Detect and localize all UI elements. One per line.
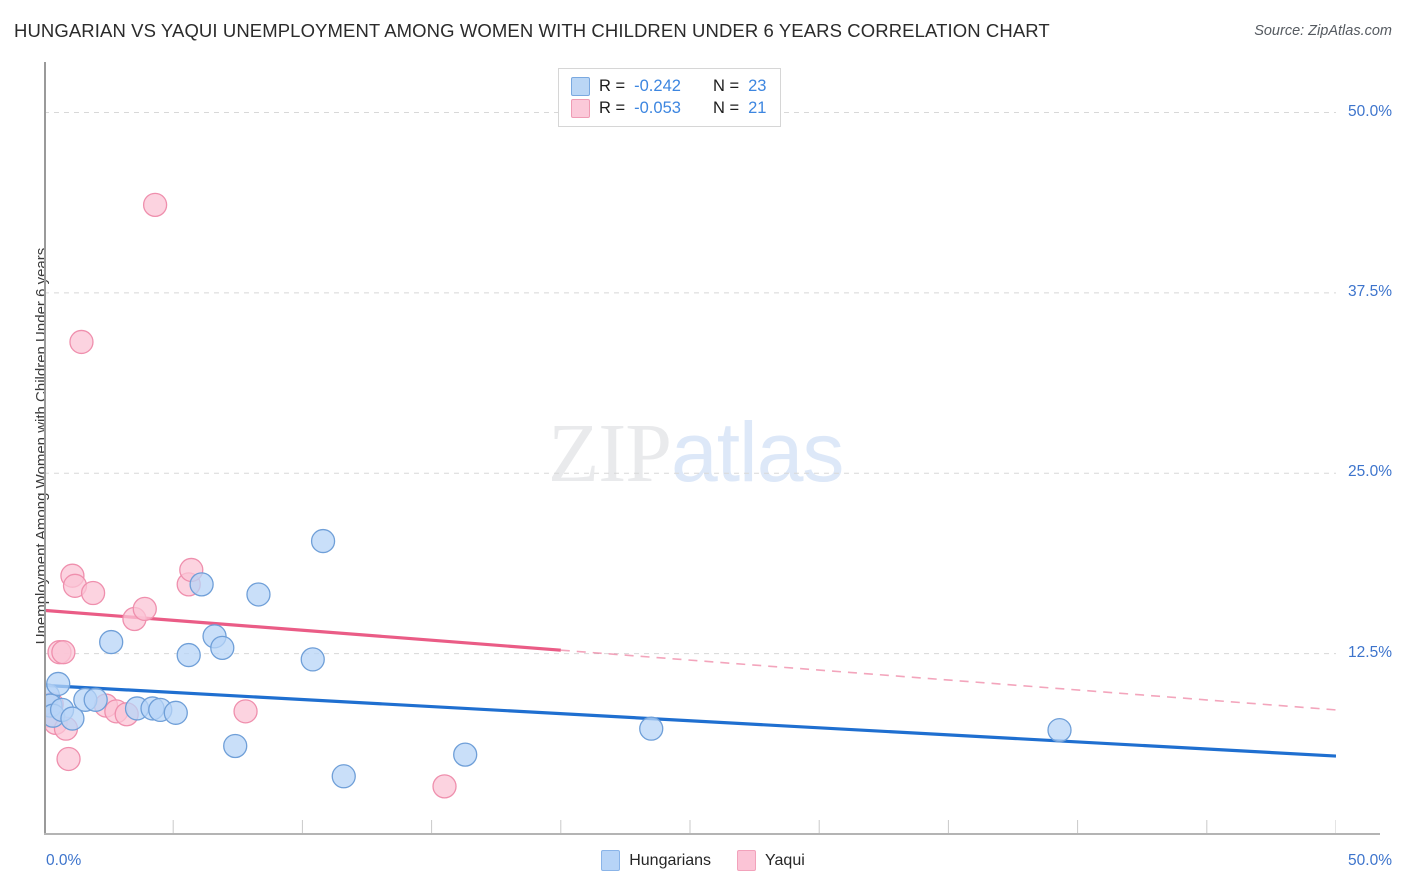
r-value: -0.242 xyxy=(634,77,681,95)
n-label: N = xyxy=(712,99,740,117)
series-label-yaqui: Yaqui xyxy=(765,851,805,869)
x-axis-line xyxy=(44,833,1380,835)
y-axis-tick-label: 12.5% xyxy=(1348,643,1392,661)
x-axis-ticks xyxy=(44,820,1336,834)
y-axis-tick-label: 50.0% xyxy=(1348,102,1392,120)
series-swatch-hungarians-icon xyxy=(601,850,621,871)
y-axis-tick-label: 25.0% xyxy=(1348,463,1392,481)
x-axis-max-label: 50.0% xyxy=(1348,852,1392,869)
series-label-hungarians: Hungarians xyxy=(629,851,712,869)
correlation-row: R = -0.053 N = 21 xyxy=(571,99,766,118)
correlation-row: R = -0.242 N = 23 xyxy=(571,77,766,96)
r-value: -0.053 xyxy=(634,99,681,117)
correlation-legend: R = -0.242 N = 23 R = -0.053 N = 21 xyxy=(558,68,782,127)
y-axis-tick-label: 37.5% xyxy=(1348,282,1392,300)
page-title: HUNGARIAN VS YAQUI UNEMPLOYMENT AMONG WO… xyxy=(14,20,1050,41)
scatter-plot-svg xyxy=(44,112,1336,834)
legend-swatch-yaqui xyxy=(571,99,590,118)
plot-area xyxy=(44,62,1336,834)
n-label: N = xyxy=(712,77,740,95)
series-swatch-yaqui-icon xyxy=(737,850,757,871)
x-axis-min-label: 0.0% xyxy=(46,852,82,869)
gridlines xyxy=(44,112,1336,655)
hungarians-points xyxy=(44,528,1072,789)
series-legend: Hungarians Yaqui xyxy=(0,850,1406,871)
n-value: 23 xyxy=(748,77,767,95)
r-label: R = xyxy=(599,77,626,95)
yaqui-points xyxy=(44,192,457,799)
y-axis-line xyxy=(44,62,46,834)
source-label: Source: ZipAtlas.com xyxy=(1254,23,1392,39)
n-value: 21 xyxy=(748,99,767,117)
legend-item-yaqui[interactable]: Yaqui xyxy=(737,850,805,871)
legend-item-hungarians[interactable]: Hungarians xyxy=(601,850,711,871)
r-label: R = xyxy=(599,99,626,117)
legend-swatch-hungarians xyxy=(571,77,590,96)
